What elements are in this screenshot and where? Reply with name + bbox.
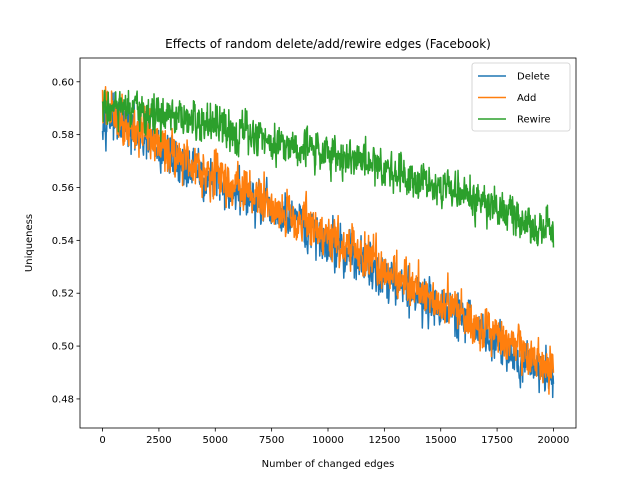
x-tick-label: 15000 xyxy=(425,435,457,446)
legend-label: Rewire xyxy=(517,115,551,126)
x-tick-label: 17500 xyxy=(481,435,513,446)
y-tick-label: 0.50 xyxy=(52,342,74,353)
chart-title: Effects of random delete/add/rewire edge… xyxy=(165,37,491,51)
y-tick-label: 0.48 xyxy=(52,394,74,405)
x-tick-label: 0 xyxy=(99,435,105,446)
x-tick-label: 20000 xyxy=(538,435,570,446)
legend-box xyxy=(471,62,571,132)
x-tick-label: 10000 xyxy=(312,435,344,446)
y-tick-label: 0.60 xyxy=(52,77,74,88)
y-tick-label: 0.54 xyxy=(52,236,74,247)
x-tick-label: 7500 xyxy=(259,435,284,446)
x-axis-label: Number of changed edges xyxy=(262,459,395,470)
x-tick-label: 5000 xyxy=(203,435,228,446)
y-tick-label: 0.52 xyxy=(52,289,74,300)
legend-label: Delete xyxy=(517,72,550,83)
y-tick-label: 0.56 xyxy=(52,183,74,194)
series-layer xyxy=(101,85,555,399)
x-tick-label: 12500 xyxy=(368,435,400,446)
legend: Delete Add Rewire xyxy=(471,62,571,132)
y-axis-label: Uniqueness xyxy=(24,214,35,272)
x-tick-label: 2500 xyxy=(146,435,171,446)
x-axis: 0 2500 5000 7500 10000 12500 15000 17500 20000 xyxy=(99,428,569,446)
series-line-add xyxy=(101,85,555,395)
y-tick-label: 0.58 xyxy=(52,130,74,141)
y-axis: 0.48 0.50 0.52 0.54 0.56 0.58 0.60 xyxy=(52,77,80,405)
series-line-rewire xyxy=(101,89,555,248)
legend-label: Add xyxy=(517,93,536,104)
